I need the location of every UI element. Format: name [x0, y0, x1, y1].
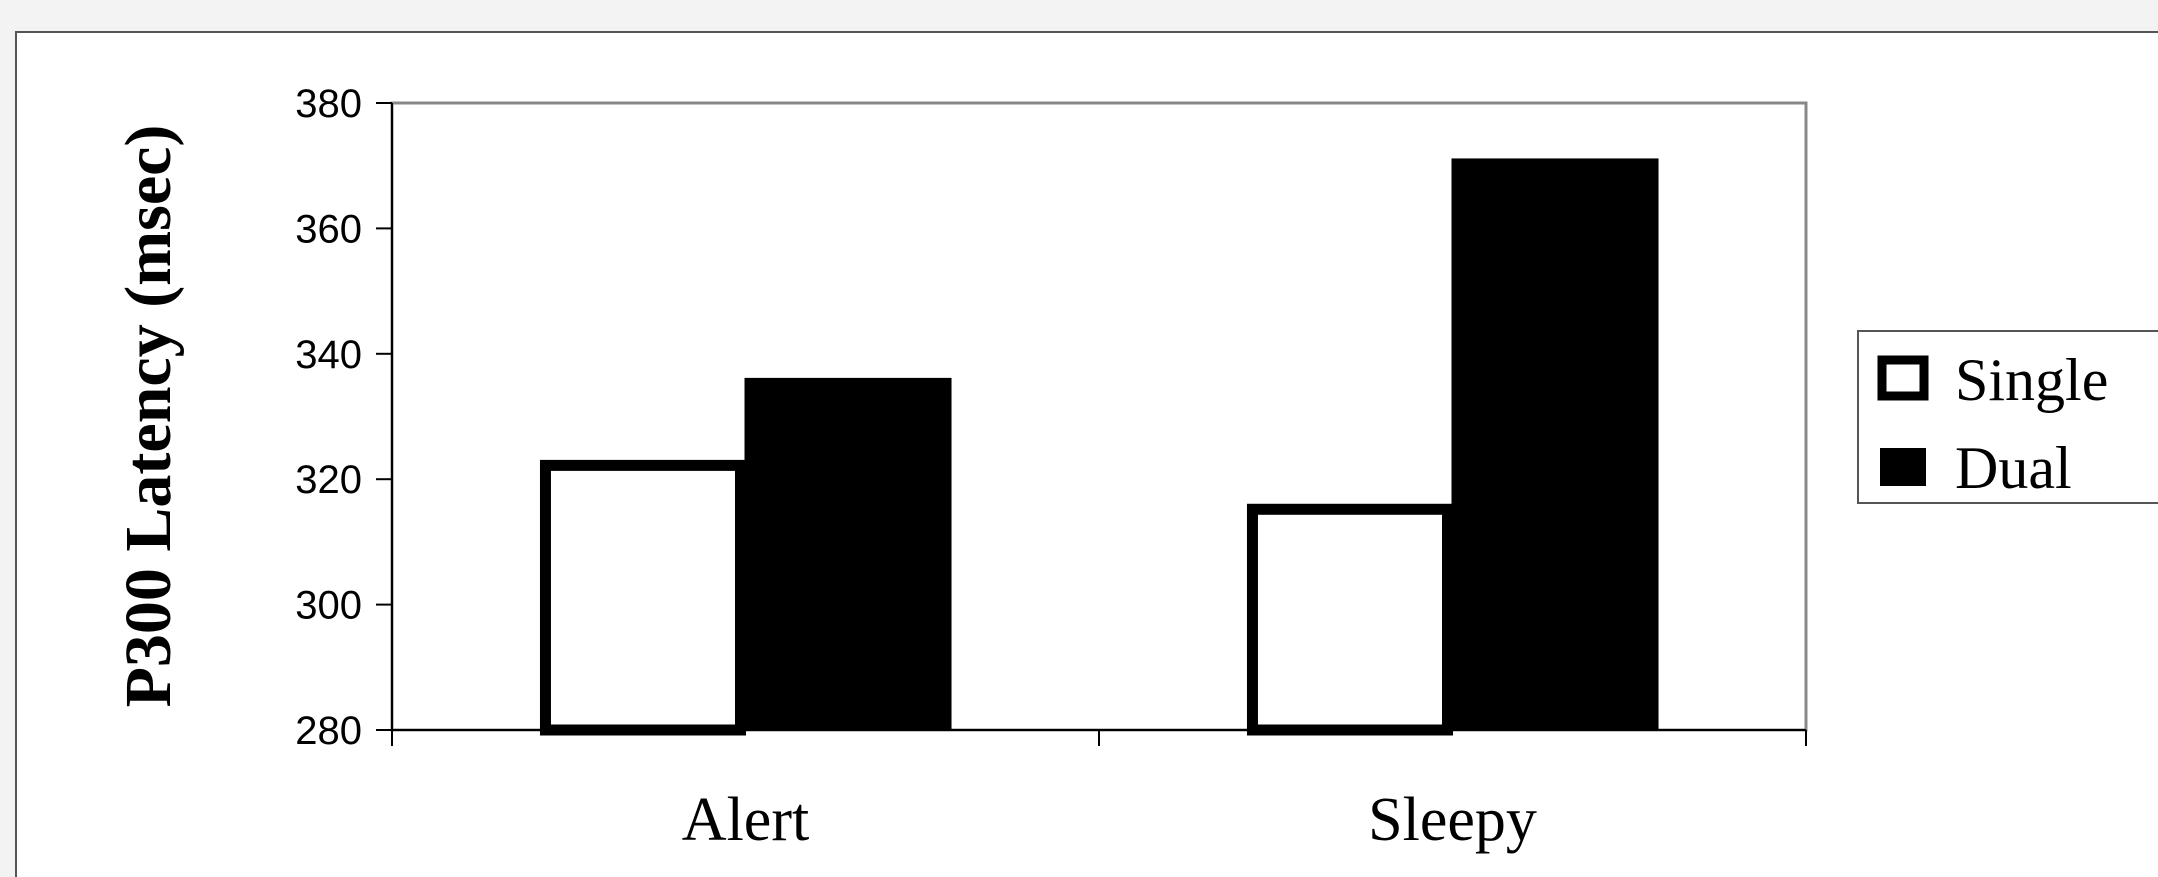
- bar-dual-alert: [744, 377, 952, 731]
- y-tick-label: 380: [295, 82, 362, 126]
- y-axis-label: P300 Latency (msec): [112, 125, 185, 708]
- x-tick-label: Alert: [682, 786, 809, 854]
- x-tick-label: Sleepy: [1368, 786, 1537, 854]
- y-tick-label: 340: [295, 333, 362, 377]
- y-tick-label: 280: [295, 709, 362, 753]
- bar-single-sleepy: [1246, 503, 1453, 736]
- y-tick-label: 320: [295, 458, 362, 502]
- legend-label-dual: Dual: [1955, 435, 2072, 501]
- bar-dual-sleepy: [1451, 158, 1659, 731]
- y-tick-label: 360: [295, 207, 362, 251]
- legend-swatch-single: [1877, 355, 1929, 401]
- y-tick-label: 300: [295, 584, 362, 628]
- bars: [539, 158, 1659, 736]
- x-axis: Alert Sleepy: [391, 729, 1807, 854]
- legend-swatch-dual: [1880, 448, 1926, 486]
- bar-single-alert: [539, 459, 746, 736]
- legend-label-single: Single: [1955, 347, 2108, 413]
- y-axis: 380 360 340 320 300 280: [295, 82, 393, 753]
- legend: Single Dual: [1857, 330, 2158, 504]
